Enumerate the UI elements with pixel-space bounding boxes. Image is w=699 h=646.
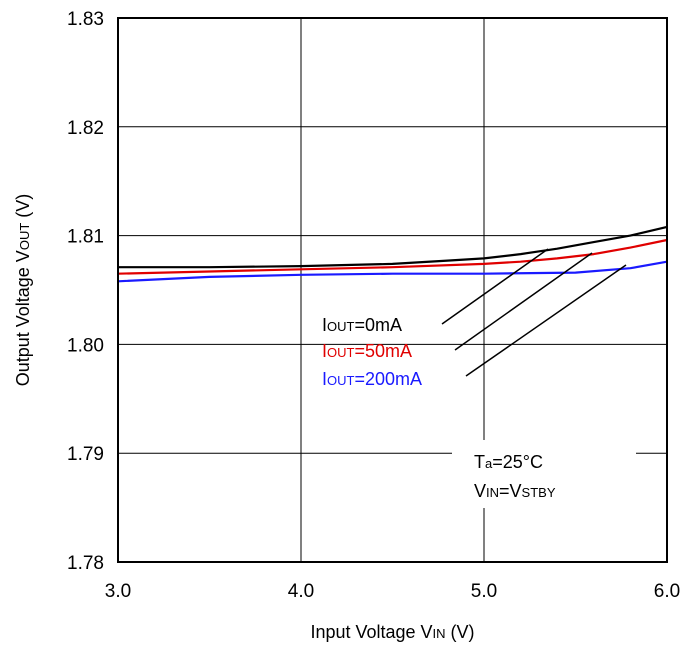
leader-line-2: [465, 264, 627, 377]
leader-line-1: [454, 252, 593, 351]
annotation-main: T: [474, 452, 485, 472]
annotation-subscript-2: STBY: [522, 485, 556, 500]
annotation-background: [452, 440, 636, 508]
x-tick-label: 6.0: [654, 581, 680, 602]
y-tick-label: 1.78: [67, 553, 104, 574]
series-label-1: IOUT=50mA: [322, 341, 412, 361]
y-tick-label: 1.80: [67, 335, 104, 356]
series-label-subscript: OUT: [327, 319, 355, 334]
series-label-value: =200mA: [354, 369, 422, 389]
annotation-subscript: IN: [486, 485, 499, 500]
y-tick-label: 1.82: [67, 118, 104, 139]
tick-labels: 3.0 4.0 5.0 6.0 1.78 1.79 1.80 1.81 1.82 1.83: [67, 9, 680, 602]
y-tick-label: 1.83: [67, 9, 104, 30]
annotations: Ta=25°C VIN=VSTBY: [474, 452, 556, 501]
y-axis-title-subscript: OUT: [17, 223, 32, 251]
series-label-2: IOUT=200mA: [322, 369, 422, 389]
annotation-subscript: a: [485, 456, 493, 471]
x-tick-label: 5.0: [471, 581, 497, 602]
x-axis-title-main: Input Voltage V: [310, 622, 432, 642]
series-label-main: I: [322, 341, 327, 361]
annotation-value: =V: [499, 481, 522, 501]
series-label-main: I: [322, 369, 327, 389]
y-axis-title-main: Output Voltage V: [13, 250, 33, 386]
series-label-0: IOUT=0mA: [322, 315, 402, 335]
axis-titles: Input Voltage VIN (V)Output Voltage VOUT…: [13, 194, 475, 642]
x-axis-title: Input Voltage VIN (V): [310, 622, 474, 642]
plot-frame: [117, 17, 668, 563]
x-tick-label: 4.0: [288, 581, 314, 602]
series-line-0: [118, 225, 668, 269]
series-line-1: [117, 238, 668, 275]
series-label-value: =0mA: [354, 315, 402, 335]
x-axis-title-unit: (V): [446, 622, 475, 642]
x-axis-title-subscript: IN: [433, 626, 446, 641]
x-tick-label: 3.0: [105, 581, 131, 602]
annotation-temperature: Ta=25°C: [474, 452, 543, 472]
label-leader-lines: [441, 248, 627, 377]
leader-line-0: [441, 248, 549, 325]
series-label-subscript: OUT: [327, 345, 355, 360]
annotation-value: =25°C: [492, 452, 543, 472]
series-label-subscript: OUT: [327, 373, 355, 388]
series-lines: [117, 225, 668, 283]
y-axis-title: Output Voltage VOUT (V): [13, 194, 33, 387]
y-tick-label: 1.81: [67, 227, 104, 248]
annotation-vin: VIN=VSTBY: [474, 481, 556, 501]
y-tick-label: 1.79: [67, 444, 104, 465]
y-axis-title-unit: (V): [13, 194, 33, 223]
series-label-main: I: [322, 315, 327, 335]
annotation-main: V: [474, 481, 486, 501]
series-label-value: =50mA: [354, 341, 412, 361]
grid-lines: [118, 18, 667, 562]
